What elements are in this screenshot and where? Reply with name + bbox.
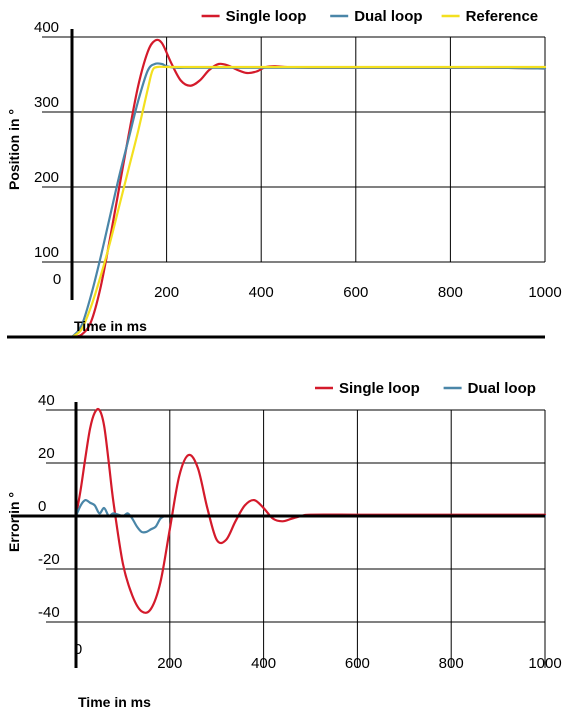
- x-axis-title: Time in ms: [78, 694, 151, 710]
- y-tick-label: -40: [38, 604, 60, 621]
- x-tick-label: 200: [154, 284, 179, 301]
- x-tick-label: 200: [157, 655, 182, 672]
- legend-label: Dual loop: [354, 8, 422, 25]
- legend-label: Dual loop: [468, 380, 536, 397]
- y-tick-label: 0: [38, 498, 46, 515]
- y-tick-label: 200: [34, 169, 59, 186]
- x-tick-label: 800: [438, 284, 463, 301]
- y-tick-label: -20: [38, 551, 60, 568]
- legend-label: Reference: [466, 8, 539, 25]
- y-tick-label: 20: [38, 445, 55, 462]
- y-tick-label: 300: [34, 94, 59, 111]
- x-tick-label: 800: [439, 655, 464, 672]
- x-tick-label: 400: [249, 284, 274, 301]
- origin-label: 0: [74, 641, 82, 658]
- series-line-dual-loop: [70, 62, 547, 339]
- legend: Reference Dual loop Single loop: [201, 8, 539, 25]
- origin-label: 0: [53, 271, 61, 288]
- series-line-reference: [70, 65, 547, 339]
- x-tick-label: 1000: [528, 655, 561, 672]
- x-tick-label: 600: [343, 284, 368, 301]
- series-line-single-loop: [74, 407, 547, 614]
- y-axis-title: Error in °: [6, 492, 22, 552]
- legend-label: Single loop: [226, 8, 307, 25]
- chart-1: 200 400 600 800 1000 0 100 200 300 400 Time in ms P…: [6, 8, 562, 339]
- x-tick-label: 400: [251, 655, 276, 672]
- x-tick-label: 1000: [528, 284, 561, 301]
- chart-2: 200 400 600 800 1000 0 -40 -20 0 20 40 Time in ms Er…: [6, 380, 562, 710]
- legend: Dual loop Single loop: [315, 380, 536, 397]
- y-tick-label: 100: [34, 244, 59, 261]
- y-tick-label: 400: [34, 19, 59, 36]
- y-axis-title: Position in °: [6, 109, 22, 190]
- x-tick-label: 600: [345, 655, 370, 672]
- x-axis-title: Time in ms: [74, 318, 147, 334]
- y-tick-label: 40: [38, 392, 55, 409]
- legend-label: Single loop: [339, 380, 420, 397]
